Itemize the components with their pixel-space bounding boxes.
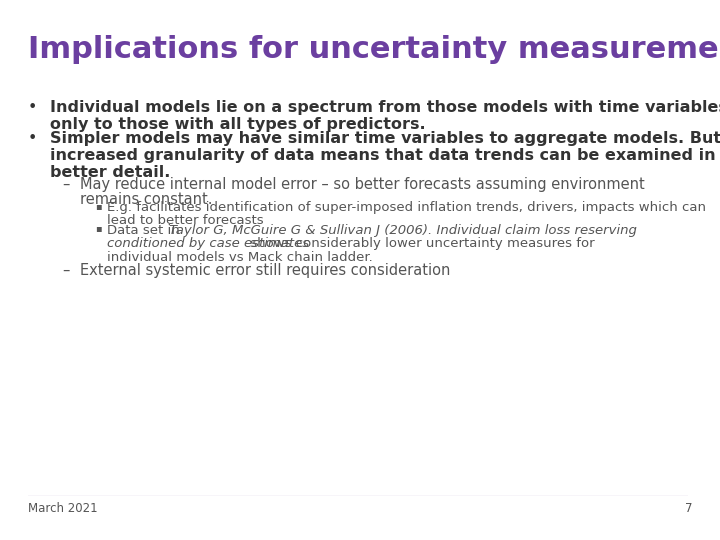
Text: Individual models lie on a spectrum from those models with time variables: Individual models lie on a spectrum from… xyxy=(50,100,720,115)
Text: lead to better forecasts: lead to better forecasts xyxy=(107,214,264,227)
Text: better detail.: better detail. xyxy=(50,165,171,180)
Text: increased granularity of data means that data trends can be examined in: increased granularity of data means that… xyxy=(50,148,716,163)
Text: Taylor G, McGuire G & Sullivan J (2006). Individual claim loss reserving: Taylor G, McGuire G & Sullivan J (2006).… xyxy=(169,224,637,237)
Text: only to those with all types of predictors.: only to those with all types of predicto… xyxy=(50,117,426,132)
Text: ▪: ▪ xyxy=(95,224,102,233)
Text: 7: 7 xyxy=(685,502,692,515)
Text: Implications for uncertainty measurement: Implications for uncertainty measurement xyxy=(28,35,720,64)
Text: –: – xyxy=(62,177,69,192)
Text: Data set in: Data set in xyxy=(107,224,184,237)
Text: shows considerably lower uncertainty measures for: shows considerably lower uncertainty mea… xyxy=(246,237,595,250)
Text: External systemic error still requires consideration: External systemic error still requires c… xyxy=(80,262,451,278)
Text: ▪: ▪ xyxy=(95,201,102,211)
Text: E.g. facilitates identification of super-imposed inflation trends, drivers, impa: E.g. facilitates identification of super… xyxy=(107,201,706,214)
Text: Simpler models may have similar time variables to aggregate models. But: Simpler models may have similar time var… xyxy=(50,131,720,146)
Text: •: • xyxy=(28,131,37,146)
Text: –: – xyxy=(62,262,69,278)
Text: May reduce internal model error – so better forecasts assuming environment: May reduce internal model error – so bet… xyxy=(80,177,644,192)
Text: •: • xyxy=(28,100,37,115)
Text: March 2021: March 2021 xyxy=(28,502,98,515)
Text: remains constant.: remains constant. xyxy=(80,192,212,207)
Text: individual models vs Mack chain ladder.: individual models vs Mack chain ladder. xyxy=(107,251,373,264)
Text: conditioned by case estimates: conditioned by case estimates xyxy=(107,237,309,250)
